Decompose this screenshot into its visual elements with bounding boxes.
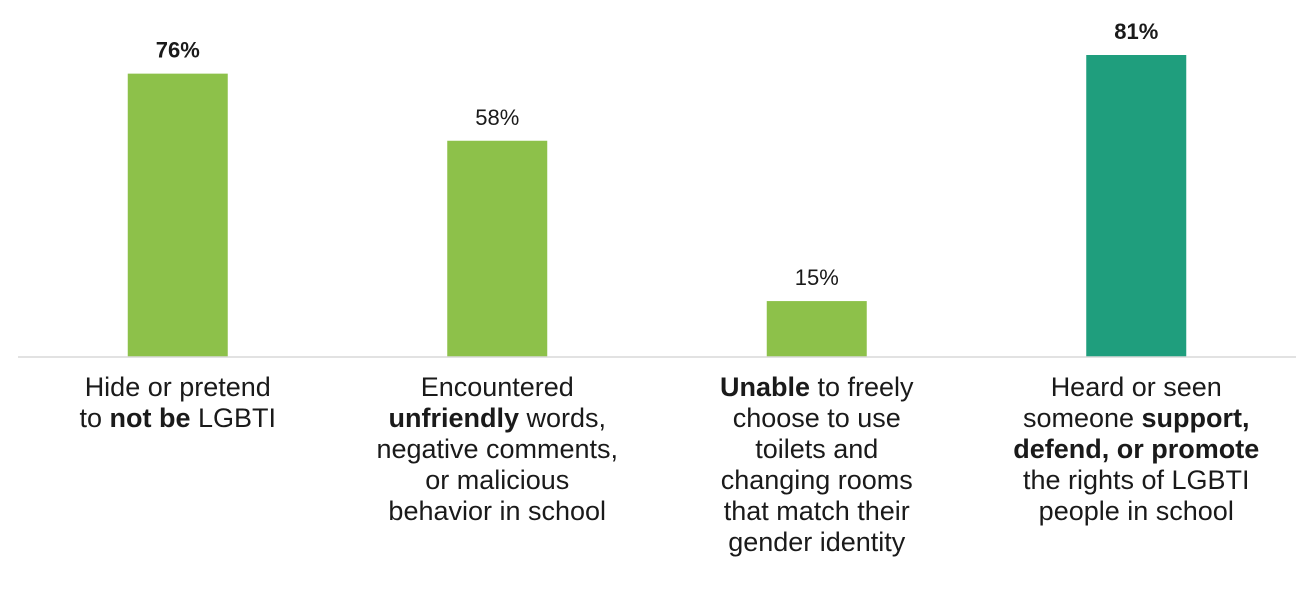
bar-3 bbox=[766, 301, 867, 357]
category-label-1: Hide or pretend to not be LGBTI bbox=[79, 372, 277, 433]
value-label-3: 15% bbox=[795, 265, 839, 290]
value-labels-group: 76% 58% 15% 81% bbox=[156, 19, 1159, 290]
category-label-4: Heard or seen someone support, defend, or … bbox=[1013, 372, 1260, 526]
bar-2 bbox=[447, 140, 548, 357]
value-label-4: 81% bbox=[1114, 19, 1158, 44]
bars-group bbox=[127, 55, 1187, 358]
value-label-1: 76% bbox=[156, 38, 200, 63]
bar-4 bbox=[1086, 55, 1187, 357]
bar-1 bbox=[127, 73, 228, 358]
category-label-3: Unable to freely choose to use toilets and… bbox=[719, 372, 914, 557]
value-label-2: 58% bbox=[475, 105, 519, 130]
category-label-2: Encountered unfriendly words, negative com… bbox=[376, 372, 619, 526]
